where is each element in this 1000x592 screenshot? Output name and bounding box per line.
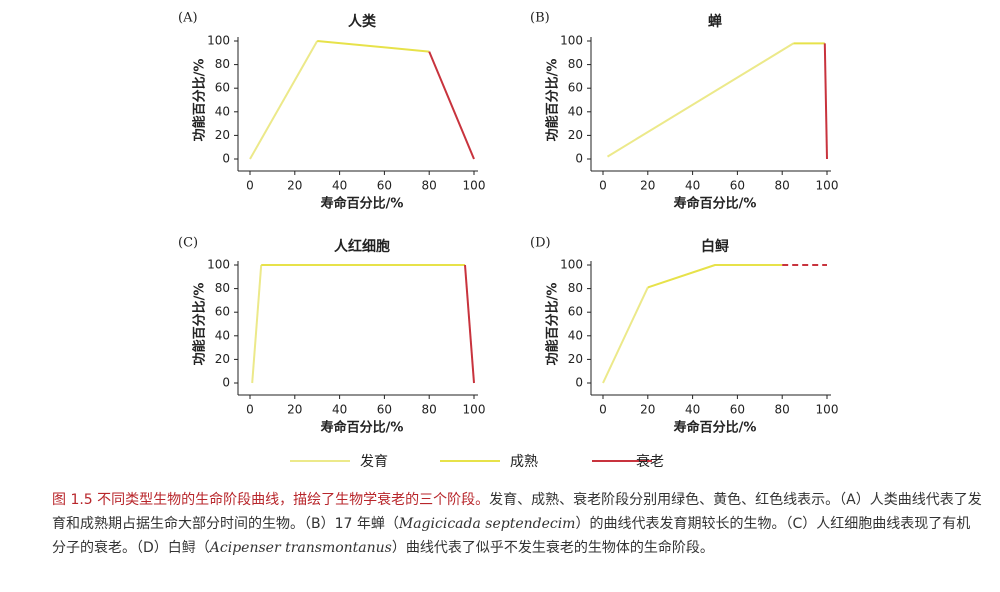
chart-3-x-tick-label: 100 — [463, 403, 486, 417]
chart-1-x-tick-label: 0 — [246, 179, 254, 193]
chart-3-x-tick-label: 20 — [287, 403, 302, 417]
chart-4-x-tick-label: 80 — [775, 403, 790, 417]
figure-caption: 图 1.5 不同类型生物的生命阶段曲线，描绘了生物学衰老的三个阶段。发育、成熟、… — [52, 488, 982, 560]
chart-2-x-tick-label: 0 — [599, 179, 607, 193]
chart-4-x-tick-label: 40 — [685, 403, 700, 417]
chart-1-x-tick-label: 60 — [377, 179, 392, 193]
chart-4-y-tick-label: 40 — [568, 328, 583, 342]
caption-text-2: ）的曲线代表发育期较长的生物。（C）人红细胞曲线表现了有机分子的衰老。（D）白鲟… — [52, 516, 971, 556]
chart-3-y-axis-label: 功能百分比/% — [192, 283, 208, 366]
chart-4-y-tick-label: 100 — [560, 258, 583, 272]
chart-2-panel-label: (B) — [530, 11, 550, 26]
chart-3-y-tick-label: 80 — [215, 281, 230, 295]
chart-3-x-tick-label: 80 — [422, 403, 437, 417]
caption-text-1: 发育、成熟、衰老阶段分别用绿色、黄色、红色线表示。（A）人类曲线代表了发育和成熟… — [52, 492, 982, 532]
chart-1-y-tick-label: 20 — [215, 128, 230, 142]
chart-2-y-axis-label: 功能百分比/% — [545, 59, 561, 142]
chart-2-x-tick-label: 40 — [685, 179, 700, 193]
chart-4-title: 白鲟 — [701, 238, 729, 255]
caption-species-2: Acipenser transmontanus — [209, 540, 392, 556]
chart-4-x-tick-label: 60 — [730, 403, 745, 417]
chart-1-x-tick-label: 80 — [422, 179, 437, 193]
chart-3-y-tick-label: 20 — [215, 352, 230, 366]
chart-1-series-development — [249, 40, 319, 160]
chart-1-title: 人类 — [348, 13, 377, 30]
chart-1-panel-label: (A) — [178, 11, 198, 26]
chart-2-x-tick-label: 20 — [640, 179, 655, 193]
chart-1-y-axis-label: 功能百分比/% — [192, 59, 208, 142]
chart-3-y-tick-label: 60 — [215, 305, 230, 319]
chart-1-y-tick-label: 80 — [215, 57, 230, 71]
chart-3-title: 人红细胞 — [334, 238, 390, 255]
chart-1-y-tick-label: 40 — [215, 104, 230, 118]
chart-1-y-tick-label: 0 — [222, 152, 230, 166]
chart-1-x-tick-label: 20 — [287, 179, 302, 193]
chart-4-y-tick-label: 80 — [568, 281, 583, 295]
legend-label-development: 发育 — [360, 454, 388, 470]
chart-1-x-axis-label: 寿命百分比/% — [321, 196, 404, 212]
caption-species-1: Magicicada septendecim — [398, 516, 576, 532]
caption-heading: 图 1.5 不同类型生物的生命阶段曲线，描绘了生物学衰老的三个阶段。 — [52, 492, 490, 508]
chart-3-y-tick-label: 40 — [215, 328, 230, 342]
chart-1-series-maturity — [317, 40, 430, 53]
chart-2-y-tick-label: 20 — [568, 128, 583, 142]
chart-4-x-axis-label: 寿命百分比/% — [674, 420, 757, 436]
chart-2-y-tick-label: 60 — [568, 81, 583, 95]
chart-2-x-tick-label: 80 — [775, 179, 790, 193]
chart-4-x-tick-label: 20 — [640, 403, 655, 417]
chart-4-series-development — [602, 286, 649, 384]
chart-3-x-tick-label: 0 — [246, 403, 254, 417]
legend-swatch-senescence — [592, 460, 652, 462]
chart-2-x-axis-label: 寿命百分比/% — [674, 196, 757, 212]
chart-figure: (A) 人类 0 20 40 60 80 100 0 20 40 60 80 100 寿命百分比/% 功能百分… — [178, 11, 839, 436]
chart-2-series-development — [606, 42, 794, 158]
caption-text-3: ）曲线代表了似乎不发生衰老的生物体的生命阶段。 — [391, 540, 714, 556]
chart-3-y-tick-label: 0 — [222, 376, 230, 390]
legend-label-maturity: 成熟 — [510, 454, 538, 470]
chart-4-x-tick-label: 100 — [816, 403, 839, 417]
chart-4-panel-label: (D) — [530, 236, 551, 251]
chart-4-x-tick-label: 0 — [599, 403, 607, 417]
chart-1-x-tick-label: 100 — [463, 179, 486, 193]
legend-swatch-development — [290, 460, 350, 462]
chart-2-x-tick-label: 100 — [816, 179, 839, 193]
legend-label-senescence: 衰老 — [636, 454, 664, 470]
legend: 发育 成熟 衰老 — [0, 446, 1000, 476]
chart-4-y-axis-label: 功能百分比/% — [545, 283, 561, 366]
chart-1-y-tick-label: 100 — [207, 34, 230, 48]
legend-swatch-maturity — [440, 460, 500, 462]
chart-3-series-senescence — [464, 264, 475, 384]
chart-4-y-tick-label: 60 — [568, 305, 583, 319]
chart-1-y-tick-label: 60 — [215, 81, 230, 95]
chart-3-x-tick-label: 40 — [332, 403, 347, 417]
chart-3-y-tick-label: 100 — [207, 258, 230, 272]
chart-1-series-senescence — [428, 51, 475, 160]
chart-2-x-tick-label: 60 — [730, 179, 745, 193]
chart-2-y-tick-label: 80 — [568, 57, 583, 71]
chart-2-title: 蝉 — [708, 13, 722, 30]
chart-3-panel-label: (C) — [178, 236, 198, 251]
chart-1-x-tick-label: 40 — [332, 179, 347, 193]
chart-2-series-senescence — [823, 43, 828, 160]
chart-2-y-tick-label: 40 — [568, 104, 583, 118]
chart-4-y-tick-label: 0 — [575, 376, 583, 390]
chart-3-x-axis-label: 寿命百分比/% — [321, 420, 404, 436]
chart-3-series-development — [251, 264, 263, 384]
chart-3-x-tick-label: 60 — [377, 403, 392, 417]
chart-2-y-tick-label: 100 — [560, 34, 583, 48]
chart-4-y-tick-label: 20 — [568, 352, 583, 366]
chart-4-series-maturity — [647, 264, 783, 289]
chart-2-y-tick-label: 0 — [575, 152, 583, 166]
